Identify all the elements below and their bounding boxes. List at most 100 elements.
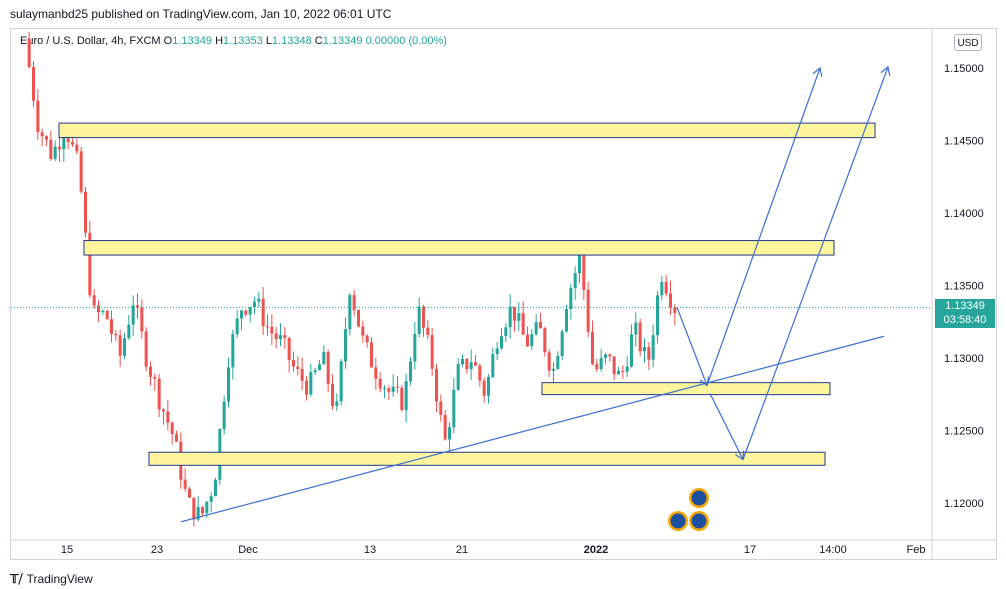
- candle-body: [569, 288, 573, 309]
- support-resistance-zone: [83, 240, 835, 256]
- candle-body: [348, 295, 352, 330]
- candle-body: [222, 401, 226, 430]
- candle-body: [395, 386, 400, 388]
- candle-body: [439, 401, 443, 415]
- candle-body: [603, 354, 608, 358]
- change-value: 0.00000 (0.00%): [365, 35, 447, 47]
- candle-body: [543, 328, 547, 353]
- candle-body: [300, 369, 304, 381]
- candle-body: [426, 327, 430, 336]
- candle-body: [538, 322, 543, 329]
- candle-body: [274, 333, 278, 340]
- candle-body: [88, 232, 92, 296]
- trendline: [180, 335, 885, 523]
- candle-body: [53, 146, 57, 159]
- candle-body: [369, 342, 374, 368]
- candle-body: [621, 371, 625, 373]
- candle-body: [157, 378, 161, 410]
- candle-body: [270, 326, 274, 334]
- candle-body: [153, 376, 157, 379]
- last-price-tag: 1.13349: [935, 299, 995, 314]
- candle-body: [612, 356, 616, 375]
- candle-body: [556, 355, 560, 369]
- candle-body: [491, 353, 495, 377]
- candle-body: [469, 362, 473, 370]
- candle-body: [31, 67, 36, 101]
- candle-body: [534, 322, 538, 335]
- candle-body: [231, 334, 235, 368]
- candle-body: [36, 100, 40, 133]
- candle-body: [664, 281, 668, 294]
- support-resistance-zone: [148, 451, 826, 466]
- candle-body: [317, 364, 322, 371]
- candle-body: [660, 281, 664, 296]
- candle-body: [252, 301, 257, 308]
- candle-body: [57, 146, 62, 150]
- candle-body: [400, 387, 404, 410]
- x-tick-label: 23: [151, 544, 163, 556]
- candle-body: [170, 422, 174, 435]
- candle-body: [79, 151, 83, 192]
- candle-body: [287, 337, 291, 360]
- candle-body: [530, 334, 534, 347]
- candle-body: [382, 388, 387, 390]
- candle-body: [200, 506, 205, 514]
- candle-body: [525, 334, 530, 347]
- candle-body: [205, 501, 209, 514]
- low-value: 1.13348: [271, 35, 312, 47]
- candle-body: [582, 254, 586, 290]
- candle-body: [101, 310, 105, 313]
- candle-body: [192, 497, 196, 520]
- x-tick-label: 13: [364, 544, 376, 556]
- candle-body: [322, 351, 326, 365]
- candle-body: [452, 389, 456, 428]
- tradingview-logo-icon: 𝕋⧸: [10, 572, 23, 586]
- candle-body: [122, 338, 127, 356]
- eu-event-icon-inner: [670, 513, 686, 529]
- candle-body: [140, 307, 144, 332]
- candle-body: [335, 401, 339, 406]
- symbol-name: Euro / U.S. Dollar, 4h, FXCM: [20, 35, 161, 47]
- candle-body: [261, 298, 265, 327]
- close-value: 1.13349: [322, 35, 363, 47]
- candle-body: [187, 488, 192, 498]
- candle-body: [638, 322, 642, 352]
- candle-body: [573, 273, 577, 289]
- candle-body: [616, 371, 621, 375]
- candle-body: [304, 380, 309, 395]
- candle-body: [127, 324, 131, 339]
- candle-body: [66, 138, 70, 142]
- candle-body: [109, 319, 114, 334]
- y-tick-label: 1.12500: [944, 426, 984, 438]
- candle-body: [447, 427, 452, 440]
- candle-body: [634, 322, 638, 335]
- y-tick-label: 1.14500: [944, 136, 984, 148]
- chart-frame: [10, 28, 997, 560]
- candle-body: [313, 370, 317, 373]
- candle-body: [278, 335, 283, 340]
- candle-body: [560, 331, 564, 356]
- candle-body: [512, 306, 517, 321]
- candle-body: [257, 298, 261, 302]
- x-tick-label: 21: [456, 544, 468, 556]
- y-tick-label: 1.12000: [944, 498, 984, 510]
- candle-body: [668, 293, 673, 308]
- published-by-text: sulaymanbd25 published on TradingView.co…: [10, 7, 392, 21]
- candle-body: [625, 366, 629, 372]
- candle-body: [590, 331, 595, 365]
- candle-body: [504, 327, 508, 337]
- bar-countdown: 03:58:40: [935, 313, 995, 328]
- currency-button[interactable]: USD: [954, 34, 982, 51]
- candle-body: [508, 306, 512, 328]
- candle-body: [118, 335, 122, 356]
- close-label: C: [314, 35, 323, 47]
- x-tick-label: 2022: [584, 544, 608, 556]
- candle-body: [144, 331, 148, 367]
- candle-body: [235, 318, 239, 335]
- tradingview-footer: 𝕋⧸ TradingView: [10, 572, 93, 587]
- x-tick-label: Feb: [907, 544, 926, 556]
- candle-body: [148, 366, 153, 377]
- candle-body: [608, 354, 612, 357]
- brand-name: TradingView: [26, 572, 93, 586]
